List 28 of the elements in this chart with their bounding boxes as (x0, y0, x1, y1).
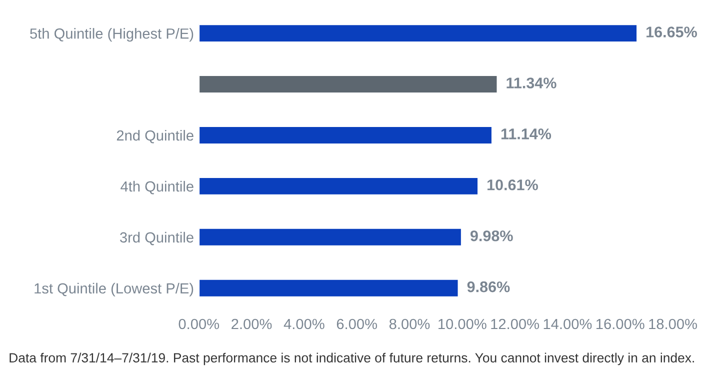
y-tick-label: 1st Quintile (Lowest P/E) (34, 282, 194, 296)
bar (198, 74, 498, 94)
bar (198, 228, 462, 247)
data-label: 10.61% (488, 179, 538, 190)
bar (198, 126, 493, 145)
data-label: 11.34% (506, 78, 556, 88)
y-tick-label: 2nd Quintile (116, 130, 194, 144)
x-tick-label: 6.00% (336, 318, 378, 330)
x-tick-label: 12.00% (491, 318, 540, 330)
bar (198, 24, 638, 43)
x-tick-label: 18.00% (649, 318, 697, 330)
data-label: 9.98% (470, 230, 513, 242)
data-label: 9.86% (467, 281, 510, 292)
x-tick-label: 8.00% (389, 318, 430, 330)
bar (198, 176, 479, 196)
y-tick-label: 3rd Quintile (120, 232, 194, 246)
x-tick-label: 14.00% (544, 318, 592, 330)
x-tick-label: 16.00% (596, 318, 644, 330)
x-tick-label: 10.00% (438, 318, 486, 330)
x-tick-label: 2.00% (232, 318, 272, 330)
y-tick-label: 4th Quintile (120, 180, 194, 194)
x-tick-label: 4.00% (284, 318, 324, 330)
x-tick-label: 0.00% (178, 318, 220, 330)
data-label: 11.14% (501, 128, 552, 140)
bar (198, 278, 460, 298)
data-label: 16.65% (646, 26, 697, 38)
y-tick-label: 5th Quintile (Highest P/E) (30, 28, 194, 42)
text: Data from 7/31/14–7/31/19. Past performance is not indicative of future returns. You cannot invest directly in an index. (10, 352, 694, 366)
